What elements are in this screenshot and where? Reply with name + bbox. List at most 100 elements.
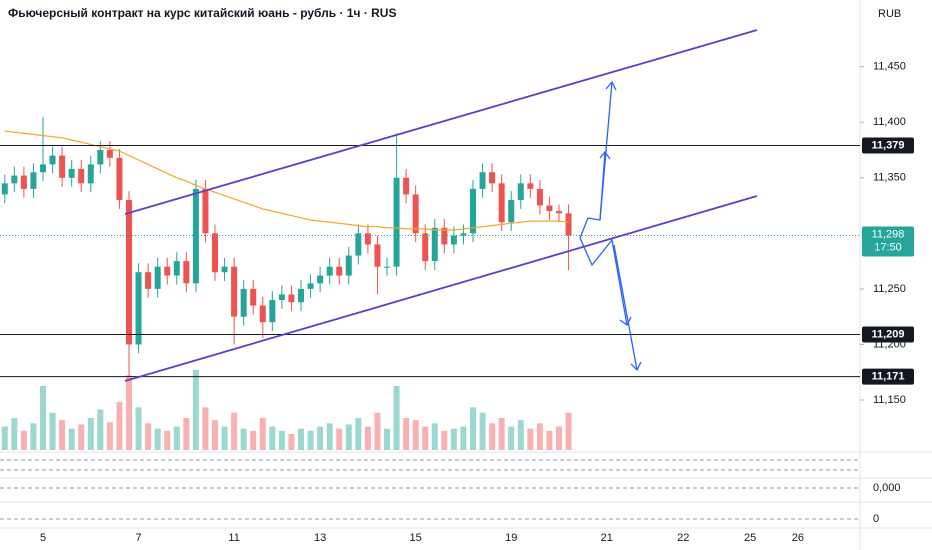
x-tick-label: 13 [314, 532, 326, 544]
volume-bar [508, 426, 515, 450]
volume-bar [536, 423, 543, 450]
candle-body [298, 288, 304, 303]
volume-bar [183, 418, 190, 450]
volume-bar [30, 423, 37, 450]
volume-bar [431, 423, 438, 450]
x-tick-label: 7 [135, 532, 141, 544]
volume-bar [250, 430, 257, 450]
volume-bar [460, 426, 467, 450]
candle-body [154, 266, 161, 289]
moving-average [4, 130, 569, 231]
candle-body [517, 183, 524, 200]
price-badge [862, 368, 914, 385]
y-tick-label: 11,450 [873, 61, 906, 73]
candle-body [269, 300, 276, 323]
volume-bar [546, 430, 553, 450]
volume-bar [49, 412, 56, 450]
volume-bar [527, 428, 534, 450]
x-tick-label: 11 [228, 532, 239, 544]
volume-bar [326, 423, 333, 450]
candle-body [126, 200, 132, 345]
volume-bar [422, 426, 429, 450]
volume-bar [374, 412, 381, 450]
x-tick-label: 15 [410, 532, 422, 544]
volume-bar [278, 430, 285, 450]
volume-bar [68, 428, 75, 450]
candle-body [431, 227, 438, 262]
candle-body [364, 233, 371, 245]
candle-body [288, 294, 295, 303]
candle-body [412, 194, 419, 234]
volume-bar [269, 426, 276, 450]
candle-body [489, 172, 496, 184]
candle-body [135, 272, 142, 345]
channel-upper [124, 29, 758, 215]
volume-bar [441, 430, 448, 450]
candle-body [20, 175, 27, 189]
volume-bar [307, 430, 314, 450]
candle-body [460, 233, 467, 236]
arrow-down [613, 244, 642, 372]
volume-bar [298, 428, 304, 450]
volume-bar [231, 412, 238, 450]
candle-body [212, 233, 218, 273]
candle-body [240, 288, 247, 317]
volume-bar [20, 430, 27, 450]
volume-bar [412, 420, 419, 450]
volume-bar [202, 407, 209, 450]
volume-bar [565, 412, 572, 450]
volume-bar [240, 428, 247, 450]
candle-body [106, 150, 113, 158]
candle-body [192, 188, 199, 284]
volume-bar [164, 430, 171, 450]
volume-bar [479, 412, 486, 450]
volume-bar [221, 426, 228, 450]
x-tick-label: 25 [744, 532, 756, 544]
candle-body [202, 188, 209, 234]
volume-bar [393, 386, 400, 450]
volume-bar [384, 428, 390, 450]
candle-body [441, 227, 448, 245]
candle-body [326, 266, 333, 276]
candle-body [317, 275, 324, 284]
candle-body [527, 183, 534, 189]
candle-body [221, 266, 228, 273]
volume-bar [450, 428, 457, 450]
candle-body [97, 150, 104, 165]
candle-body [450, 235, 457, 245]
x-tick-label: 21 [601, 532, 613, 544]
last-price-label: 11,298 [872, 228, 905, 240]
volume-bar [1, 426, 8, 450]
volume-bar [317, 426, 324, 450]
y-tick-label: 11,150 [873, 394, 906, 406]
chart-title: Фьючерсный контракт на курс китайский юа… [8, 6, 396, 20]
candle-body [30, 172, 37, 189]
candle-body [384, 266, 390, 268]
price-badge [862, 326, 914, 343]
volume-bar [173, 426, 180, 450]
arrow-down [579, 237, 632, 326]
indicator-label: 0 [873, 513, 879, 525]
volume-bar [145, 423, 152, 450]
candle-body [556, 211, 562, 214]
candle-body [278, 294, 285, 300]
volume-bar [212, 420, 218, 450]
x-tick-label: 26 [792, 532, 804, 544]
candle-body [336, 266, 343, 276]
last-price-badge [862, 226, 914, 257]
candle-body [231, 266, 238, 317]
x-tick-label: 5 [40, 532, 46, 544]
candle-body [78, 168, 85, 184]
candle-body [536, 188, 543, 206]
x-tick-label: 19 [505, 532, 517, 544]
arrow-up [599, 80, 617, 221]
candle-body [183, 261, 190, 284]
volume-bar [78, 424, 85, 450]
volume-bar [364, 426, 371, 450]
volume-bar [336, 428, 343, 450]
volume-bar [116, 402, 123, 450]
volume-bar [87, 418, 94, 450]
volume-bar [135, 407, 142, 450]
